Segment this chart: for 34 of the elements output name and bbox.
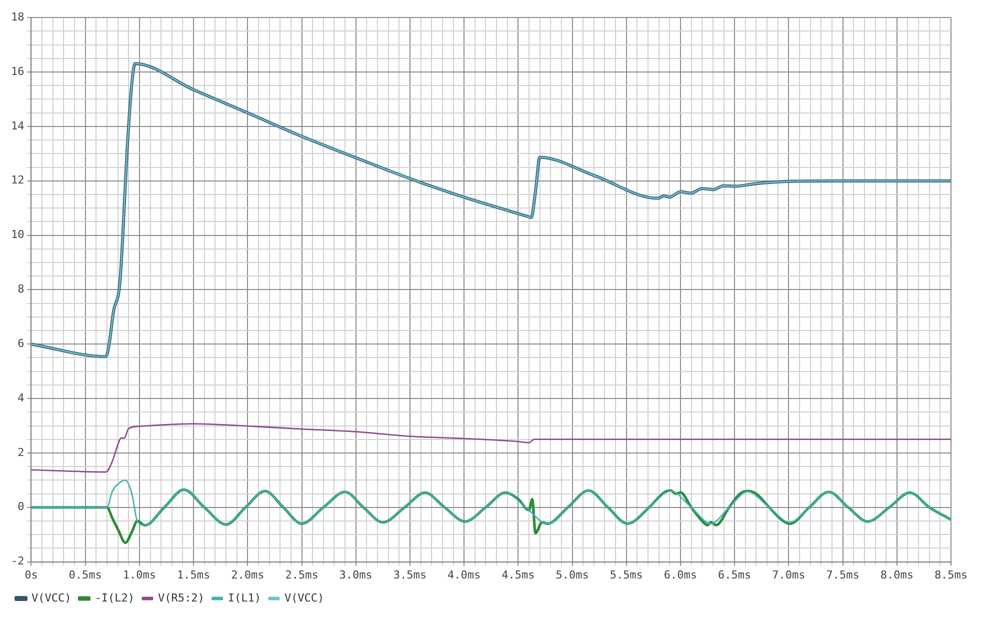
- x-tick-label: 5.0ms: [556, 568, 589, 582]
- legend-label: -I(L2): [94, 591, 134, 604]
- x-tick-label: 0s: [24, 568, 38, 582]
- y-tick-label: 4: [18, 391, 25, 404]
- x-tick-label: 4.5ms: [502, 568, 535, 582]
- y-tick-label: 8: [18, 282, 24, 296]
- legend-label: I(L1): [228, 591, 261, 604]
- x-tick-label: 3.0ms: [339, 568, 372, 582]
- y-tick-label: 6: [18, 336, 24, 350]
- x-tick-label: 1.5ms: [176, 568, 210, 582]
- y-tick-label: 0: [18, 500, 24, 514]
- legend-label: V(VCC): [32, 591, 72, 604]
- y-tick-label: 10: [10, 228, 24, 242]
- y-tick-label: 16: [10, 64, 24, 78]
- x-tick-label: 6.0ms: [664, 568, 698, 582]
- x-tick-label: 4.0ms: [448, 568, 481, 582]
- y-tick-label: 18: [10, 10, 24, 24]
- x-tick-label: 1.0ms: [122, 568, 156, 582]
- x-tick-label: 8.0ms: [880, 568, 914, 582]
- y-tick-label: 2: [18, 446, 24, 459]
- x-tick-label: 8.5ms: [934, 568, 968, 582]
- x-tick-label: 0.5ms: [68, 568, 102, 582]
- x-tick-label: 7.0ms: [772, 568, 806, 582]
- legend-label: V(VCC): [284, 591, 324, 604]
- legend-label: V(R5:2): [158, 591, 204, 604]
- x-tick-label: 2.0ms: [231, 568, 264, 582]
- x-tick-label: 2.5ms: [285, 568, 318, 582]
- x-tick-label: 3.5ms: [393, 568, 427, 582]
- y-tick-label: 12: [10, 174, 24, 187]
- x-tick-label: 5.5ms: [610, 568, 643, 582]
- x-tick-label: 7.5ms: [826, 568, 860, 582]
- y-tick-label: -2: [10, 554, 24, 568]
- y-tick-label: 14: [10, 119, 25, 132]
- x-tick-label: 6.5ms: [718, 568, 752, 582]
